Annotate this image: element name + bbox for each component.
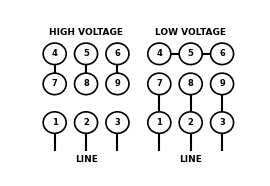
Text: 2: 2: [83, 118, 89, 127]
Ellipse shape: [75, 112, 97, 133]
Text: 6: 6: [219, 49, 225, 58]
Text: HIGH VOLTAGE: HIGH VOLTAGE: [49, 28, 123, 37]
Ellipse shape: [148, 43, 171, 65]
Text: 8: 8: [188, 79, 194, 88]
Text: LINE: LINE: [179, 155, 202, 164]
Ellipse shape: [106, 73, 129, 95]
Text: 2: 2: [188, 118, 194, 127]
Text: 1: 1: [52, 118, 58, 127]
Ellipse shape: [148, 73, 171, 95]
Text: 7: 7: [52, 79, 58, 88]
Ellipse shape: [211, 112, 234, 133]
Ellipse shape: [179, 43, 202, 65]
Text: 4: 4: [156, 49, 162, 58]
Ellipse shape: [179, 112, 202, 133]
Ellipse shape: [43, 43, 66, 65]
Text: 3: 3: [219, 118, 225, 127]
Text: 9: 9: [219, 79, 225, 88]
Text: 1: 1: [156, 118, 162, 127]
Text: 6: 6: [114, 49, 120, 58]
Text: 9: 9: [114, 79, 120, 88]
Text: 5: 5: [188, 49, 194, 58]
Ellipse shape: [43, 112, 66, 133]
Text: LINE: LINE: [75, 155, 97, 164]
Ellipse shape: [211, 43, 234, 65]
Ellipse shape: [43, 73, 66, 95]
Text: 3: 3: [114, 118, 120, 127]
Ellipse shape: [75, 43, 97, 65]
Ellipse shape: [106, 43, 129, 65]
Ellipse shape: [179, 73, 202, 95]
Ellipse shape: [75, 73, 97, 95]
Text: 5: 5: [83, 49, 89, 58]
Text: LOW VOLTAGE: LOW VOLTAGE: [155, 28, 226, 37]
Text: 4: 4: [52, 49, 58, 58]
Text: 7: 7: [156, 79, 162, 88]
Ellipse shape: [106, 112, 129, 133]
Ellipse shape: [148, 112, 171, 133]
Ellipse shape: [211, 73, 234, 95]
Text: 8: 8: [83, 79, 89, 88]
